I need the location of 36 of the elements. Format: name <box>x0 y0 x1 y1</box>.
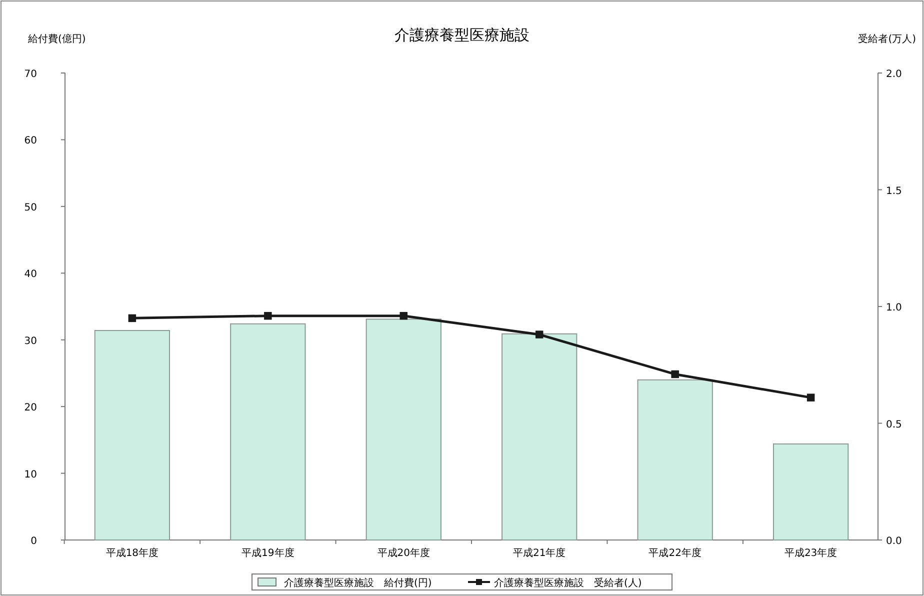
y-tick-label: 40 <box>24 269 37 280</box>
bar <box>772 443 849 540</box>
y-tick-label: 30 <box>24 336 37 347</box>
y2-axis-title: 受給者(万人) <box>858 33 916 45</box>
x-tick-label: 平成18年度 <box>106 547 159 559</box>
bar <box>230 323 306 540</box>
chart-title: 介護療養型医療施設 <box>394 26 530 44</box>
x-tick-label: 平成19年度 <box>242 547 294 559</box>
point <box>535 330 544 338</box>
x-tick-label: 平成20年度 <box>377 547 430 559</box>
y-tick-label: 0 <box>30 536 37 547</box>
y2-tick-label: 0.0 <box>886 536 902 547</box>
y-tick-label: 20 <box>24 402 37 414</box>
legend-label: 介護療養型医療施設 給付費(円) <box>284 577 432 589</box>
bar <box>366 318 442 540</box>
x-tick-label: 平成22年度 <box>648 547 702 559</box>
y2-tick-label: 2.0 <box>886 69 902 80</box>
x-tick-label: 平成21年度 <box>512 547 566 559</box>
y-tick-label: 60 <box>24 136 37 147</box>
y2-tick-label: 0.5 <box>886 419 902 430</box>
point <box>400 312 408 320</box>
bar <box>94 330 170 540</box>
y2-tick-label: 1.0 <box>886 302 902 314</box>
y-tick-label: 50 <box>24 202 37 214</box>
legend-label: 介護療養型医療施設 受給者(人) <box>494 577 642 589</box>
point <box>806 394 815 402</box>
point <box>671 370 679 378</box>
y-tick-label: 70 <box>24 69 37 80</box>
x-tick-label: 平成23年度 <box>784 547 838 559</box>
y2-tick-label: 1.5 <box>886 186 902 197</box>
point <box>128 314 136 322</box>
bar <box>502 333 578 540</box>
point <box>264 312 272 320</box>
y-axis-title: 給付費(億円) <box>27 33 86 45</box>
y-tick-label: 10 <box>24 469 37 480</box>
bar <box>637 379 713 540</box>
